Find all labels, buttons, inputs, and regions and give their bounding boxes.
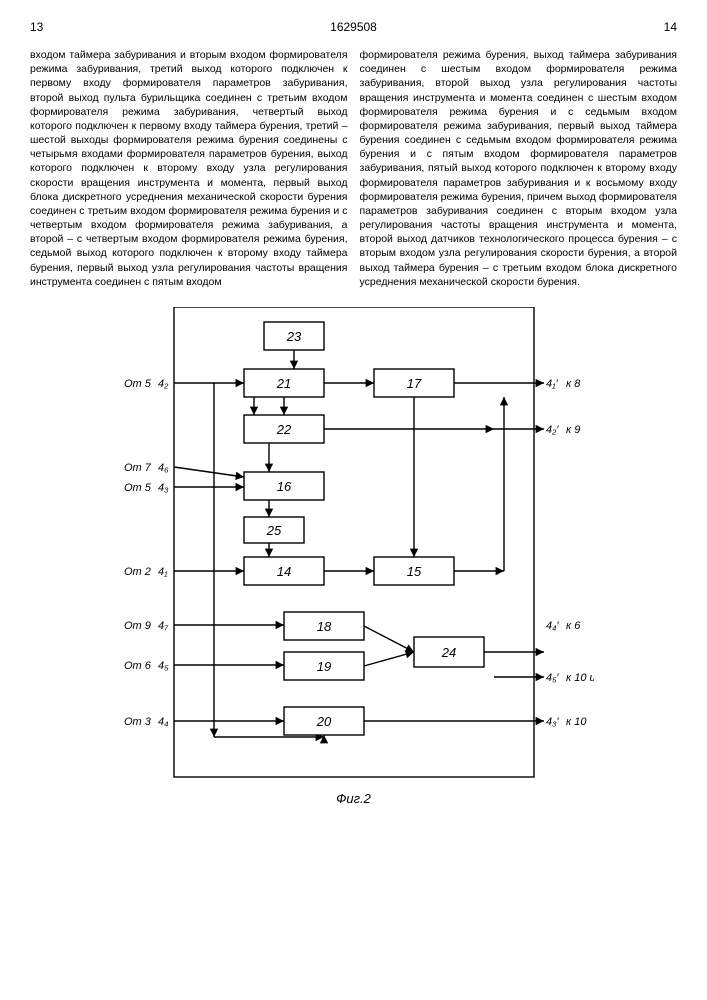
text-columns: входом таймера забуривания и вторым вход… (30, 48, 677, 289)
diagram-container: 23 21 17 22 16 25 14 15 18 19 24 20 От 5 4₂ От 7 4₆ От 5… (30, 307, 677, 787)
svg-text:23: 23 (285, 329, 301, 344)
svg-text:14: 14 (276, 564, 290, 579)
svg-text:4₂′: 4₂′ (546, 424, 559, 436)
figure-caption: Фиг.2 (30, 791, 677, 806)
svg-text:17: 17 (406, 376, 421, 391)
svg-text:От 5: От 5 (124, 378, 152, 390)
svg-text:19: 19 (316, 659, 330, 674)
svg-text:От 5: От 5 (124, 482, 152, 494)
svg-text:4₇: 4₇ (158, 620, 169, 632)
page-num-left: 13 (30, 20, 43, 34)
col1-text: входом таймера забуривания и вторым вход… (30, 49, 348, 288)
svg-text:к 6: к 6 (566, 620, 581, 632)
svg-text:22: 22 (275, 422, 291, 437)
svg-text:4₆: 4₆ (158, 462, 169, 474)
page-header: 13 1629508 14 (30, 20, 677, 34)
column-1: входом таймера забуривания и вторым вход… (30, 48, 348, 289)
svg-text:20: 20 (315, 714, 331, 729)
svg-text:15: 15 (406, 564, 421, 579)
svg-text:к 8: к 8 (566, 378, 581, 390)
column-2: формирователя режима бурения, выход тайм… (360, 48, 678, 289)
svg-text:4₃: 4₃ (158, 482, 169, 494)
svg-text:От 2: От 2 (124, 566, 151, 578)
svg-text:25: 25 (265, 523, 281, 538)
block-diagram: 23 21 17 22 16 25 14 15 18 19 24 20 От 5 4₂ От 7 4₆ От 5… (114, 307, 594, 787)
patent-number: 1629508 (330, 20, 377, 34)
svg-text:18: 18 (316, 619, 331, 634)
svg-text:4₁′: 4₁′ (546, 378, 559, 390)
svg-text:4₄: 4₄ (158, 716, 169, 728)
svg-text:4₃′: 4₃′ (546, 716, 559, 728)
col2-text: формирователя режима бурения, выход тайм… (360, 49, 678, 288)
svg-text:24: 24 (440, 645, 455, 660)
svg-text:16: 16 (276, 479, 291, 494)
svg-text:4₅′: 4₅′ (546, 672, 560, 684)
svg-text:От 9: От 9 (124, 620, 151, 632)
svg-text:к 9: к 9 (566, 424, 580, 436)
svg-text:к 10 и 11: к 10 и 11 (566, 672, 594, 684)
svg-text:От 6: От 6 (124, 660, 152, 672)
page-num-right: 14 (664, 20, 677, 34)
svg-text:4₁: 4₁ (158, 566, 168, 578)
svg-text:От 7: От 7 (124, 462, 152, 474)
svg-text:4₂: 4₂ (158, 378, 169, 390)
svg-text:к 10: к 10 (566, 716, 587, 728)
svg-text:21: 21 (275, 376, 290, 391)
svg-text:4₄′: 4₄′ (546, 620, 560, 632)
svg-text:От 3: От 3 (124, 716, 152, 728)
svg-text:4₅: 4₅ (158, 660, 169, 672)
